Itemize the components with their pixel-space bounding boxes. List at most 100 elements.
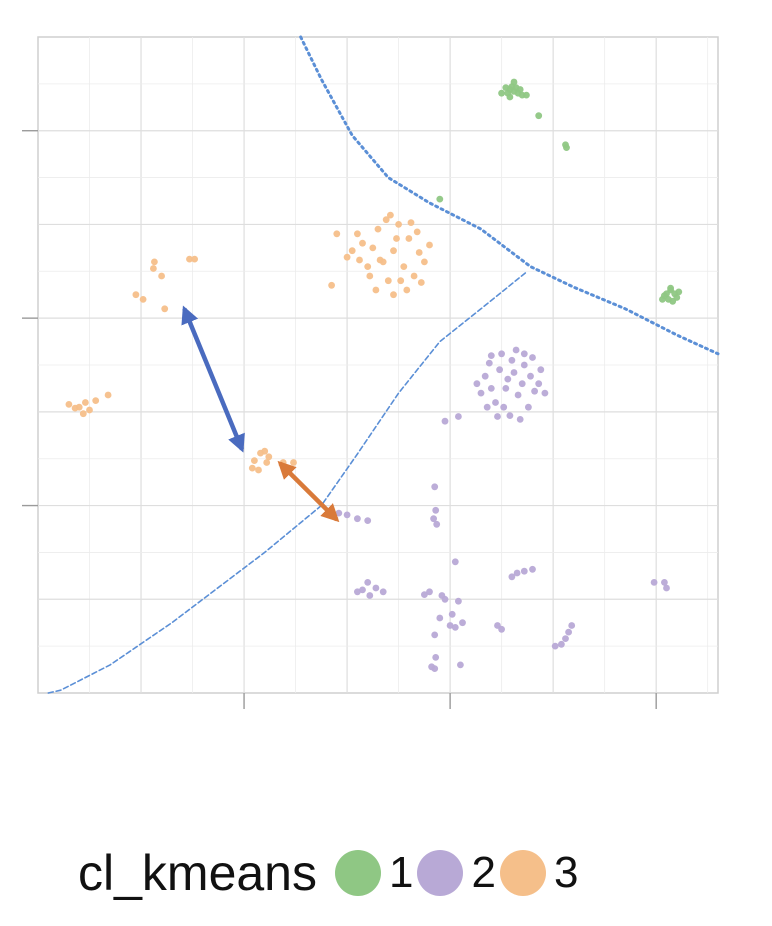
point-cluster-2	[354, 588, 361, 596]
point-cluster-2	[506, 412, 514, 419]
point-cluster-1	[675, 288, 683, 296]
point-cluster-3	[328, 281, 335, 289]
point-cluster-3	[354, 230, 361, 238]
axis-ticks	[22, 130, 657, 709]
point-cluster-2	[531, 387, 538, 395]
point-cluster-2	[510, 369, 518, 376]
point-cluster-1	[523, 91, 530, 99]
point-cluster-2	[492, 399, 499, 406]
point-cluster-2	[432, 506, 440, 514]
point-cluster-3	[151, 258, 158, 266]
point-cluster-2	[527, 372, 534, 380]
point-cluster-2	[661, 579, 668, 586]
point-cluster-3	[356, 256, 363, 264]
point-cluster-3	[261, 447, 269, 455]
point-cluster-3	[426, 241, 433, 249]
point-cluster-2	[455, 413, 462, 420]
point-cluster-2	[516, 416, 524, 423]
point-cluster-1	[498, 89, 505, 97]
point-cluster-2	[525, 403, 532, 411]
boundary-curve-dotted	[299, 35, 720, 356]
legend-item-3: 3	[499, 848, 579, 898]
distance-arrow-1	[181, 305, 245, 453]
point-cluster-2	[565, 628, 572, 636]
point-cluster-3	[251, 457, 258, 464]
point-cluster-2	[432, 654, 440, 661]
point-cluster-3	[390, 291, 397, 299]
point-cluster-3	[333, 230, 341, 238]
point-cluster-2	[487, 352, 495, 359]
legend-swatch-1	[335, 850, 381, 896]
point-cluster-2	[457, 661, 464, 669]
point-cluster-3	[395, 221, 402, 228]
point-cluster-3	[393, 235, 400, 242]
point-cluster-3	[366, 272, 374, 280]
point-cluster-3	[139, 296, 147, 303]
point-cluster-2	[366, 592, 374, 599]
point-cluster-2	[421, 591, 428, 598]
point-cluster-2	[514, 391, 522, 399]
point-cluster-2	[441, 595, 449, 603]
point-cluster-2	[500, 403, 508, 411]
point-cluster-1	[669, 297, 677, 305]
point-cluster-3	[421, 258, 428, 266]
point-cluster-2	[512, 346, 520, 354]
point-cluster-3	[374, 225, 382, 233]
point-cluster-1	[516, 86, 524, 93]
point-cluster-2	[448, 610, 456, 618]
point-cluster-3	[82, 399, 89, 406]
point-cluster-2	[441, 417, 449, 425]
point-cluster-3	[343, 253, 351, 261]
legend: cl_kmeans 1 2 3	[78, 838, 582, 908]
point-cluster-3	[150, 265, 157, 272]
legend-label-1: 1	[389, 848, 414, 897]
point-cluster-2	[529, 565, 536, 573]
point-cluster-3	[369, 244, 377, 252]
point-cluster-2	[513, 569, 521, 577]
point-cluster-3	[415, 249, 423, 256]
point-cluster-2	[431, 483, 439, 491]
point-cluster-3	[186, 255, 193, 263]
point-cluster-3	[387, 211, 394, 219]
point-cluster-3	[407, 219, 415, 227]
legend-label-3: 3	[553, 848, 579, 897]
point-cluster-2	[558, 640, 565, 648]
point-cluster-2	[428, 663, 435, 671]
point-cluster-3	[410, 272, 418, 280]
point-cluster-2	[520, 567, 528, 575]
point-cluster-3	[405, 235, 413, 242]
point-cluster-3	[86, 406, 93, 414]
point-cluster-2	[477, 389, 485, 397]
point-cluster-2	[343, 511, 351, 519]
data-points	[65, 78, 683, 672]
point-cluster-2	[518, 380, 526, 388]
legend-label-2: 2	[471, 848, 496, 897]
point-cluster-3	[364, 263, 372, 270]
point-cluster-3	[413, 228, 421, 236]
point-cluster-3	[191, 255, 199, 263]
point-cluster-1	[667, 284, 674, 292]
point-cluster-3	[79, 410, 87, 418]
point-cluster-3	[92, 397, 100, 404]
point-cluster-3	[376, 256, 384, 264]
point-cluster-2	[529, 354, 536, 361]
legend-swatch-3	[499, 850, 546, 896]
distance-arrows	[181, 305, 340, 523]
point-cluster-2	[354, 515, 361, 523]
point-cluster-2	[459, 619, 466, 627]
legend-item-2: 2	[417, 848, 496, 898]
point-cluster-2	[446, 622, 454, 629]
point-cluster-3	[158, 272, 166, 280]
point-cluster-3	[132, 291, 140, 299]
point-cluster-2	[562, 635, 569, 642]
point-cluster-2	[481, 372, 489, 380]
point-cluster-2	[504, 375, 512, 383]
point-cluster-2	[496, 366, 503, 374]
point-cluster-2	[537, 366, 545, 374]
point-cluster-1	[502, 84, 510, 91]
point-cluster-2	[431, 631, 439, 639]
point-cluster-2	[485, 359, 493, 367]
point-cluster-3	[372, 286, 380, 294]
point-cluster-3	[397, 277, 405, 285]
point-cluster-2	[494, 413, 501, 420]
